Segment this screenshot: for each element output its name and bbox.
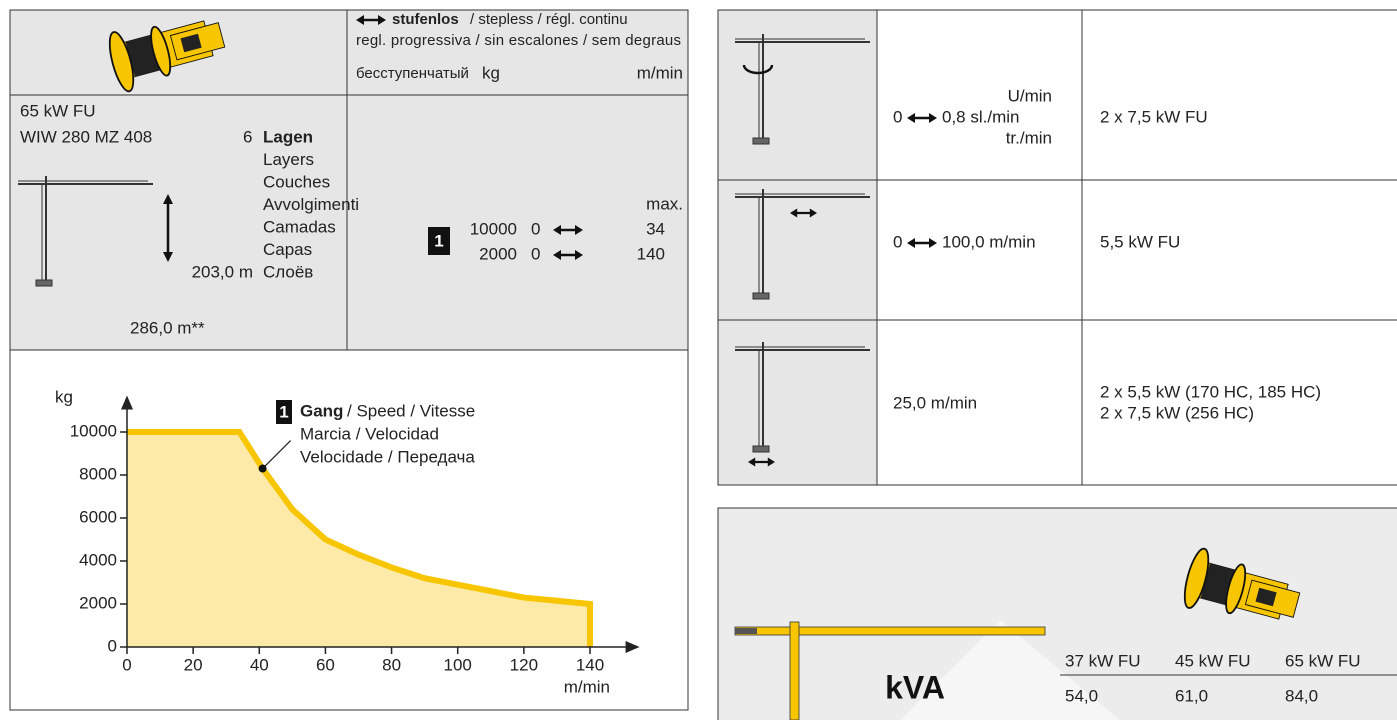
y-tick-label: 6000 (79, 507, 117, 526)
speed: 0,8 sl./min (942, 107, 1019, 126)
power: 5,5 kW FU (1100, 232, 1180, 251)
annotation: Marcia / Velocidad (300, 424, 439, 443)
unit: m/min (637, 63, 683, 82)
unit: kg (482, 63, 500, 82)
speed-from: 0 (531, 244, 540, 263)
layer-label: Layers (263, 150, 314, 169)
load: 10000 (470, 219, 517, 238)
x-tick-label: 60 (316, 655, 335, 674)
point (259, 465, 267, 473)
ps-header: 37 kW FU (1065, 651, 1141, 670)
annotation: Velocidade / Передача (300, 447, 475, 466)
x-tick-label: 140 (576, 655, 604, 674)
header-text: regl. progressiva / sin escalones / sem … (356, 32, 681, 49)
x-tick-label: 100 (444, 655, 472, 674)
speed-cell (347, 95, 688, 350)
icon-column (718, 10, 877, 485)
ps-header: 65 kW FU (1285, 651, 1361, 670)
datasheet: stufenlos / stepless / régl. continu reg… (0, 0, 1397, 720)
y-tick-label: 2000 (79, 593, 117, 612)
winch: WIW 280 MZ 408 (20, 127, 152, 146)
ps-header: 45 kW FU (1175, 651, 1251, 670)
gear: 1 (434, 231, 443, 250)
layers-label: Lagen (263, 127, 313, 146)
y-axis-label: kg (55, 387, 73, 406)
x-axis-label: m/min (564, 677, 610, 696)
annotation-bold: Gang (300, 401, 343, 420)
header-text: бесступенчатый (356, 65, 469, 82)
ps-value: 54,0 (1065, 686, 1098, 705)
annotation: / Speed / Vitesse (347, 401, 475, 420)
load: 2000 (479, 244, 517, 263)
layers-count: 6 (243, 127, 252, 146)
gear-badge-label: 1 (279, 402, 288, 421)
y-tick-label: 8000 (79, 464, 117, 483)
layer-label: Couches (263, 172, 330, 191)
layer-label: Слоёв (263, 262, 313, 281)
x-tick-label: 40 (250, 655, 269, 674)
x-tick-label: 80 (382, 655, 401, 674)
speed-from: 0 (893, 232, 902, 251)
ps-value: 61,0 (1175, 686, 1208, 705)
power: 2 x 7,5 kW FU (1100, 107, 1208, 126)
speed-max: 34 (646, 219, 665, 238)
power: 2 x 7,5 kW (256 HC) (1100, 403, 1254, 422)
unit: tr./min (1006, 128, 1052, 147)
y-tick-label: 4000 (79, 550, 117, 569)
page: stufenlos / stepless / régl. continu reg… (0, 0, 1397, 720)
header-text: / stepless / régl. continu (470, 11, 628, 28)
speed-max: 140 (637, 244, 665, 263)
rope: 286,0 m** (130, 318, 205, 337)
x-tick-label: 0 (122, 655, 131, 674)
x-tick-label: 20 (184, 655, 203, 674)
max-label: max. (646, 194, 683, 213)
ps-value: 84,0 (1285, 686, 1318, 705)
kva: kVA (885, 669, 945, 705)
y-tick-label: 0 (108, 636, 117, 655)
motor: 65 kW FU (20, 101, 96, 120)
speed: 100,0 m/min (942, 232, 1036, 251)
speed: 25,0 m/min (893, 393, 977, 412)
layer-label: Camadas (263, 217, 336, 236)
unit: U/min (1008, 86, 1052, 105)
y-tick-label: 10000 (70, 421, 117, 440)
header-bold: stufenlos (392, 11, 459, 28)
layer-label: Capas (263, 240, 312, 259)
power: 2 x 5,5 kW (170 HC, 185 HC) (1100, 382, 1321, 401)
x-tick-label: 120 (510, 655, 538, 674)
layer-label: Avvolgimenti (263, 195, 359, 214)
speed-from: 0 (893, 107, 902, 126)
height: 203,0 m (192, 262, 253, 281)
speed-from: 0 (531, 219, 540, 238)
